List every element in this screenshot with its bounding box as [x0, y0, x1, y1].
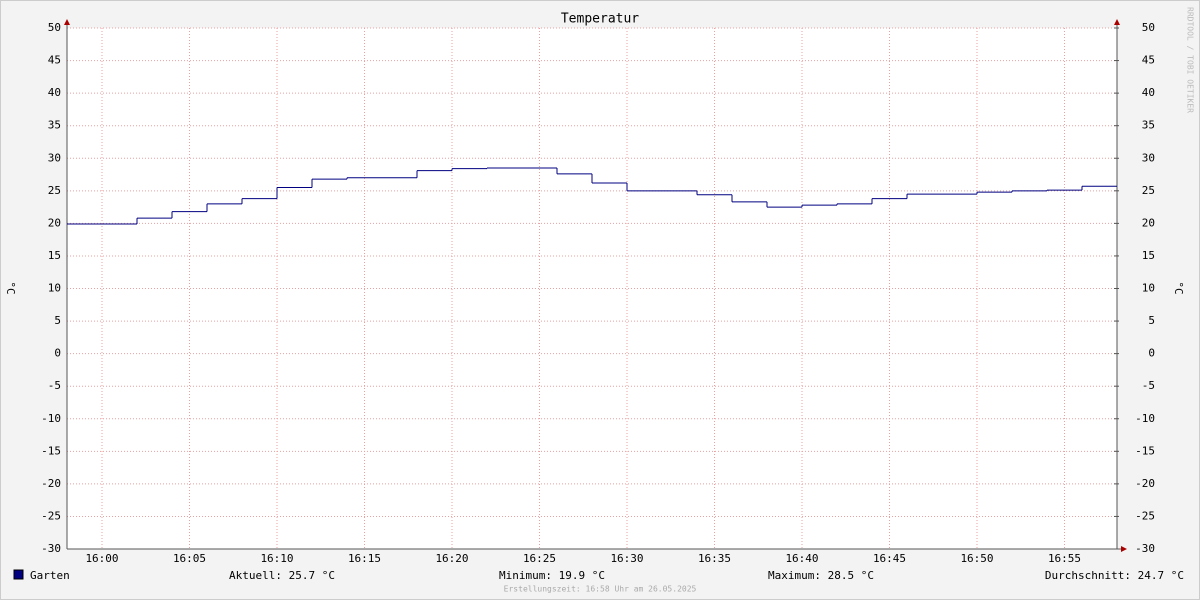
y2-tick-label: 35	[1142, 119, 1155, 132]
x-tick-label: 16:15	[348, 552, 381, 565]
axis-arrow	[64, 19, 70, 25]
y-tick-label: 50	[48, 21, 61, 34]
x-tick-label: 16:30	[610, 552, 643, 565]
x-tick-label: 16:55	[1048, 552, 1081, 565]
axis-arrow	[1121, 546, 1127, 552]
x-tick-label: 16:50	[960, 552, 993, 565]
x-tick-label: 16:35	[698, 552, 731, 565]
chart-title: Temperatur	[561, 12, 639, 27]
stat-current: Aktuell: 25.7 °C	[229, 569, 335, 582]
y-tick-label: 10	[48, 282, 61, 295]
y-tick-label: 45	[48, 54, 61, 67]
y-tick-label: -20	[41, 477, 61, 490]
y-tick-label: 30	[48, 151, 61, 164]
legend-swatch	[13, 569, 24, 580]
x-tick-label: 16:20	[435, 552, 468, 565]
y2-axis-label: °C	[1172, 281, 1185, 294]
y2-tick-label: 30	[1142, 151, 1155, 164]
x-tick-label: 16:00	[85, 552, 118, 565]
legend-label: Garten	[30, 569, 70, 582]
y2-tick-label: 15	[1142, 249, 1155, 262]
y-tick-label: -10	[41, 412, 61, 425]
y-tick-label: 5	[54, 314, 61, 327]
y-axis-label: °C	[4, 281, 17, 294]
x-tick-label: 16:40	[785, 552, 818, 565]
y2-tick-label: 40	[1142, 86, 1155, 99]
y2-tick-label: -10	[1135, 412, 1155, 425]
axis-arrow	[1114, 19, 1120, 25]
y2-tick-label: 45	[1142, 54, 1155, 67]
y2-tick-label: 50	[1142, 21, 1155, 34]
y2-tick-label: 25	[1142, 184, 1155, 197]
y2-tick-label: -15	[1135, 444, 1155, 457]
y-tick-label: 40	[48, 86, 61, 99]
y2-tick-label: -30	[1135, 542, 1155, 555]
y-tick-label: 15	[48, 249, 61, 262]
y-tick-label: -5	[48, 379, 61, 392]
y2-tick-label: 20	[1142, 216, 1155, 229]
y2-tick-label: -25	[1135, 509, 1155, 522]
y2-tick-label: 0	[1148, 347, 1155, 360]
x-tick-label: 16:45	[873, 552, 906, 565]
stat-max: Maximum: 28.5 °C	[768, 569, 874, 582]
y2-tick-label: -20	[1135, 477, 1155, 490]
y2-tick-label: 10	[1142, 282, 1155, 295]
y-tick-label: -25	[41, 509, 61, 522]
y-tick-label: -15	[41, 444, 61, 457]
y2-tick-label: 5	[1148, 314, 1155, 327]
footer: Erstellungszeit: 16:58 Uhr am 26.05.2025	[504, 585, 697, 594]
y-tick-label: 25	[48, 184, 61, 197]
y-tick-label: 35	[48, 119, 61, 132]
y-tick-label: -30	[41, 542, 61, 555]
x-tick-label: 16:05	[173, 552, 206, 565]
x-tick-label: 16:10	[260, 552, 293, 565]
stat-avg: Durchschnitt: 24.7 °C	[1045, 569, 1184, 582]
stat-min: Minimum: 19.9 °C	[499, 569, 605, 582]
y2-tick-label: -5	[1142, 379, 1155, 392]
x-tick-label: 16:25	[523, 552, 556, 565]
watermark: RRDTOOL / TOBI OETIKER	[1186, 7, 1195, 113]
y-tick-label: 0	[54, 347, 61, 360]
y-tick-label: 20	[48, 216, 61, 229]
